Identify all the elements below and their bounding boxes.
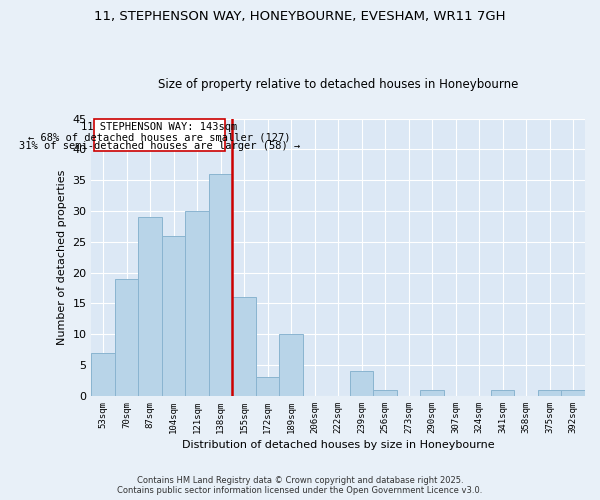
Bar <box>162 236 185 396</box>
Bar <box>421 390 444 396</box>
Bar <box>373 390 397 396</box>
Y-axis label: Number of detached properties: Number of detached properties <box>57 170 67 345</box>
Text: 11 STEPHENSON WAY: 143sqm: 11 STEPHENSON WAY: 143sqm <box>82 122 238 132</box>
Title: Size of property relative to detached houses in Honeybourne: Size of property relative to detached ho… <box>158 78 518 91</box>
Bar <box>538 390 562 396</box>
Bar <box>491 390 514 396</box>
Bar <box>185 211 209 396</box>
Text: 31% of semi-detached houses are larger (58) →: 31% of semi-detached houses are larger (… <box>19 142 300 152</box>
FancyBboxPatch shape <box>94 118 226 150</box>
Bar <box>280 334 303 396</box>
Bar <box>562 390 585 396</box>
Bar <box>209 174 232 396</box>
Text: ← 68% of detached houses are smaller (127): ← 68% of detached houses are smaller (12… <box>28 132 291 142</box>
Text: Contains HM Land Registry data © Crown copyright and database right 2025.
Contai: Contains HM Land Registry data © Crown c… <box>118 476 482 495</box>
Text: 11, STEPHENSON WAY, HONEYBOURNE, EVESHAM, WR11 7GH: 11, STEPHENSON WAY, HONEYBOURNE, EVESHAM… <box>94 10 506 23</box>
Bar <box>350 372 373 396</box>
Bar <box>139 217 162 396</box>
X-axis label: Distribution of detached houses by size in Honeybourne: Distribution of detached houses by size … <box>182 440 494 450</box>
Bar <box>232 298 256 396</box>
Bar <box>256 378 280 396</box>
Bar <box>115 279 139 396</box>
Bar <box>91 353 115 396</box>
